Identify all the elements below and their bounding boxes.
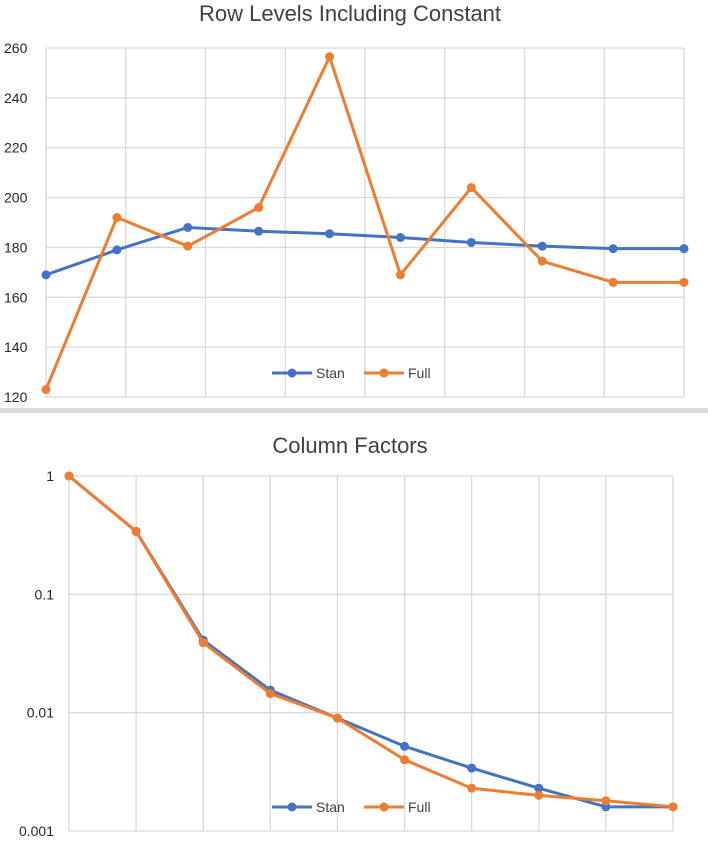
legend-marker-full [379,802,389,812]
legend-marker-full [379,368,389,378]
series-line-full [68,474,674,809]
data-point-full [400,755,410,765]
data-point-full [534,790,544,800]
y-tick-label: 140 [4,339,28,355]
data-point-full [395,270,405,280]
data-point-stan [325,229,335,239]
series-line-stan [68,474,673,809]
data-point-full [41,385,51,395]
data-point-stan [41,270,51,280]
legend-marker-stan [287,368,297,378]
data-point-stan [395,232,405,242]
data-point-stan [466,237,476,247]
chart-divider [0,408,708,413]
row-levels-chart-svg: Row Levels Including Constant 120 140 160 18… [4,1,689,405]
legend-label-stan: Stan [316,365,345,381]
data-point-stan [534,783,544,793]
data-point-full [131,526,141,536]
data-point-full [679,277,689,287]
data-point-stan [608,244,618,254]
data-point-stan [537,241,547,251]
column-factors-chart-svg: Column Factors 0.001 0.01 0.1 1 Stan Full [19,433,678,839]
chart-title: Row Levels Including Constant [199,1,501,26]
data-point-full [265,689,275,699]
data-point-stan [183,222,193,232]
y-tick-label: 0.1 [35,586,55,602]
y-tick-label: 200 [4,190,28,206]
y-tick-label: 240 [4,90,28,106]
data-point-full [467,783,477,793]
y-tick-label: 160 [4,289,28,305]
y-tick-label: 1 [46,468,54,484]
y-tick-label: 260 [4,40,28,56]
data-point-stan [400,741,410,751]
legend-marker-stan [287,802,297,812]
y-tick-label: 120 [4,389,28,405]
data-point-full [198,638,208,648]
data-point-full [64,471,74,481]
row-levels-chart: Row Levels Including Constant 120 140 160 18… [0,0,708,410]
data-point-full [608,277,618,287]
y-tick-label: 0.01 [27,705,54,721]
data-point-full [601,796,611,806]
data-point-stan [254,226,264,236]
data-point-full [325,52,335,62]
data-point-stan [112,245,122,255]
legend-label-full: Full [408,365,431,381]
data-point-full [466,183,476,193]
series-line-stan [45,225,684,277]
data-point-full [112,213,122,223]
data-point-stan [679,244,689,254]
data-point-full [332,713,342,723]
y-tick-label: 180 [4,239,28,255]
y-tick-label: 0.001 [19,823,54,839]
legend-label-stan: Stan [316,799,345,815]
y-tick-label: 220 [4,140,28,156]
chart-title: Column Factors [272,433,427,458]
legend-label-full: Full [408,799,431,815]
data-point-full [183,241,193,251]
data-point-full [668,802,678,812]
series-line-full [44,55,684,391]
data-point-full [254,203,264,213]
data-point-full [537,256,547,266]
data-point-stan [467,763,477,773]
column-factors-chart: Column Factors 0.001 0.01 0.1 1 Stan Full [0,413,708,847]
